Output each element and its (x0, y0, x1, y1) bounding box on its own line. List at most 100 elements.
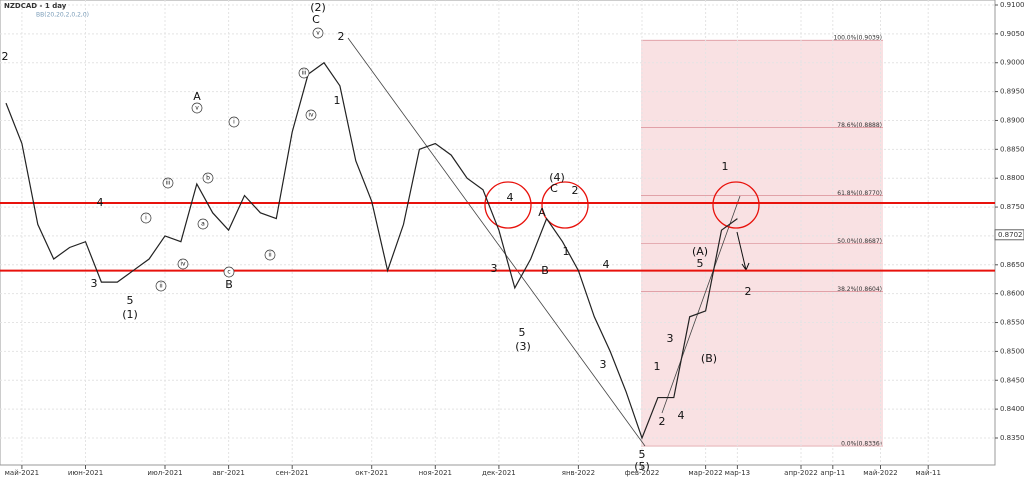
price-label: 0.8702 (998, 231, 1023, 239)
trend-line (347, 37, 646, 447)
wave-label: 1 (722, 160, 729, 173)
wave-label: a (201, 221, 205, 228)
wave-label: v (316, 30, 320, 37)
fib-label: 50.0%(0.8687) (837, 238, 882, 245)
x-tick-label: май-11 (915, 469, 941, 477)
indicator-label: BB(20,20,2,0,2,0) (36, 12, 89, 19)
wave-label: 3 (91, 277, 98, 290)
x-tick-label: ноя-2021 (419, 469, 452, 477)
wave-label: A (538, 206, 546, 219)
x-tick-label: дек-2021 (482, 469, 516, 477)
wave-label: 4 (678, 409, 685, 422)
wave-label: ii (268, 252, 272, 259)
highlight-circle (484, 181, 532, 229)
wave-circle (191, 102, 203, 114)
wave-circle (197, 218, 209, 230)
wave-label: 5 (519, 326, 526, 339)
wave-label: 3 (667, 332, 674, 345)
y-tick-label: 0.8950 (1000, 88, 1024, 96)
fib-label: 0.0%(0.8336) (841, 441, 882, 448)
x-tick-label: окт-2021 (355, 469, 388, 477)
wave-label: (B) (701, 352, 717, 365)
wave-label: 1 (334, 94, 341, 107)
wave-label: c (227, 269, 230, 276)
chart-title: NZDCAD - 1 day (4, 2, 67, 10)
wave-circle (140, 212, 152, 224)
wave-label: 4 (603, 258, 610, 271)
x-tick-label: июн-2021 (68, 469, 103, 477)
wave-circle (155, 280, 167, 292)
wave-label: C (550, 182, 558, 195)
wave-label: C (312, 13, 320, 26)
wave-circle (298, 67, 310, 79)
y-tick-label: 0.8500 (1000, 347, 1024, 355)
y-tick-label: 0.8350 (1000, 434, 1024, 442)
wave-label: (4) (549, 171, 565, 184)
x-tick-label: июл-2021 (147, 469, 182, 477)
y-tick-label: 0.8900 (1000, 116, 1024, 124)
wave-label: (5) (634, 460, 650, 473)
wave-label: 3 (491, 262, 498, 275)
wave-circle (305, 109, 317, 121)
wave-label: 5 (639, 448, 646, 461)
wave-circle (228, 116, 240, 128)
wave-label: v (195, 105, 199, 112)
wave-label: 2 (338, 30, 345, 43)
wave-label: 3 (600, 358, 607, 371)
x-tick-label: апр-11 (820, 469, 845, 477)
wave-label: 2 (572, 184, 579, 197)
fib-label: 100.0%(0.9039) (833, 35, 882, 42)
wave-label: 1 (563, 245, 570, 258)
x-tick-label: май-2022 (863, 469, 897, 477)
trend-line (661, 195, 741, 414)
wave-label: B (225, 278, 233, 291)
price-box (994, 229, 1024, 241)
wave-label: 2 (745, 285, 752, 298)
y-tick-label: 0.8550 (1000, 319, 1024, 327)
fib-label: 38.2%(0.8604) (837, 286, 882, 293)
x-tick-label: авг-2021 (212, 469, 244, 477)
wave-label: iii (301, 70, 306, 77)
wave-label: (1) (122, 308, 138, 321)
wave-label: iv (180, 261, 186, 268)
wave-circle (202, 172, 214, 184)
highlight-circle (541, 181, 589, 229)
highlight-circle (712, 181, 760, 229)
y-tick-label: 0.8450 (1000, 376, 1024, 384)
wave-label: B (541, 264, 549, 277)
y-tick-label: 0.8600 (1000, 290, 1024, 298)
wave-circle (312, 27, 324, 39)
wave-label: i (233, 119, 235, 126)
y-tick-label: 0.9050 (1000, 30, 1024, 38)
wave-circle (223, 266, 235, 278)
wave-label: ii (159, 283, 163, 290)
wave-label: iii (165, 180, 170, 187)
wave-label: 1 (654, 360, 661, 373)
wave-label: 4 (97, 196, 104, 209)
wave-label: b (206, 175, 210, 182)
wave-label: A (193, 90, 201, 103)
y-tick-label: 0.8850 (1000, 145, 1024, 153)
wave-label: i (145, 215, 147, 222)
wave-label: iv (308, 112, 314, 119)
y-tick-label: 0.8400 (1000, 405, 1024, 413)
y-tick-label: 0.9100 (1000, 1, 1024, 9)
x-tick-label: апр-2022 (784, 469, 818, 477)
wave-circle (177, 258, 189, 270)
wave-circle (264, 249, 276, 261)
wave-label: 2 (659, 415, 666, 428)
y-tick-label: 0.8800 (1000, 174, 1024, 182)
y-tick-label: 0.9000 (1000, 59, 1024, 67)
x-tick-label: янв-2022 (562, 469, 595, 477)
x-tick-label: май-2021 (5, 469, 39, 477)
price-line (5, 61, 738, 440)
wave-label: (3) (515, 340, 531, 353)
x-tick-label: фев-2022 (625, 469, 660, 477)
wave-label: 5 (697, 257, 704, 270)
x-tick-label: сен-2021 (276, 469, 309, 477)
wave-circle (162, 177, 174, 189)
wave-label: (2) (310, 1, 326, 14)
wave-label: 4 (507, 191, 514, 204)
x-tick-label: мар-2022 (688, 469, 722, 477)
